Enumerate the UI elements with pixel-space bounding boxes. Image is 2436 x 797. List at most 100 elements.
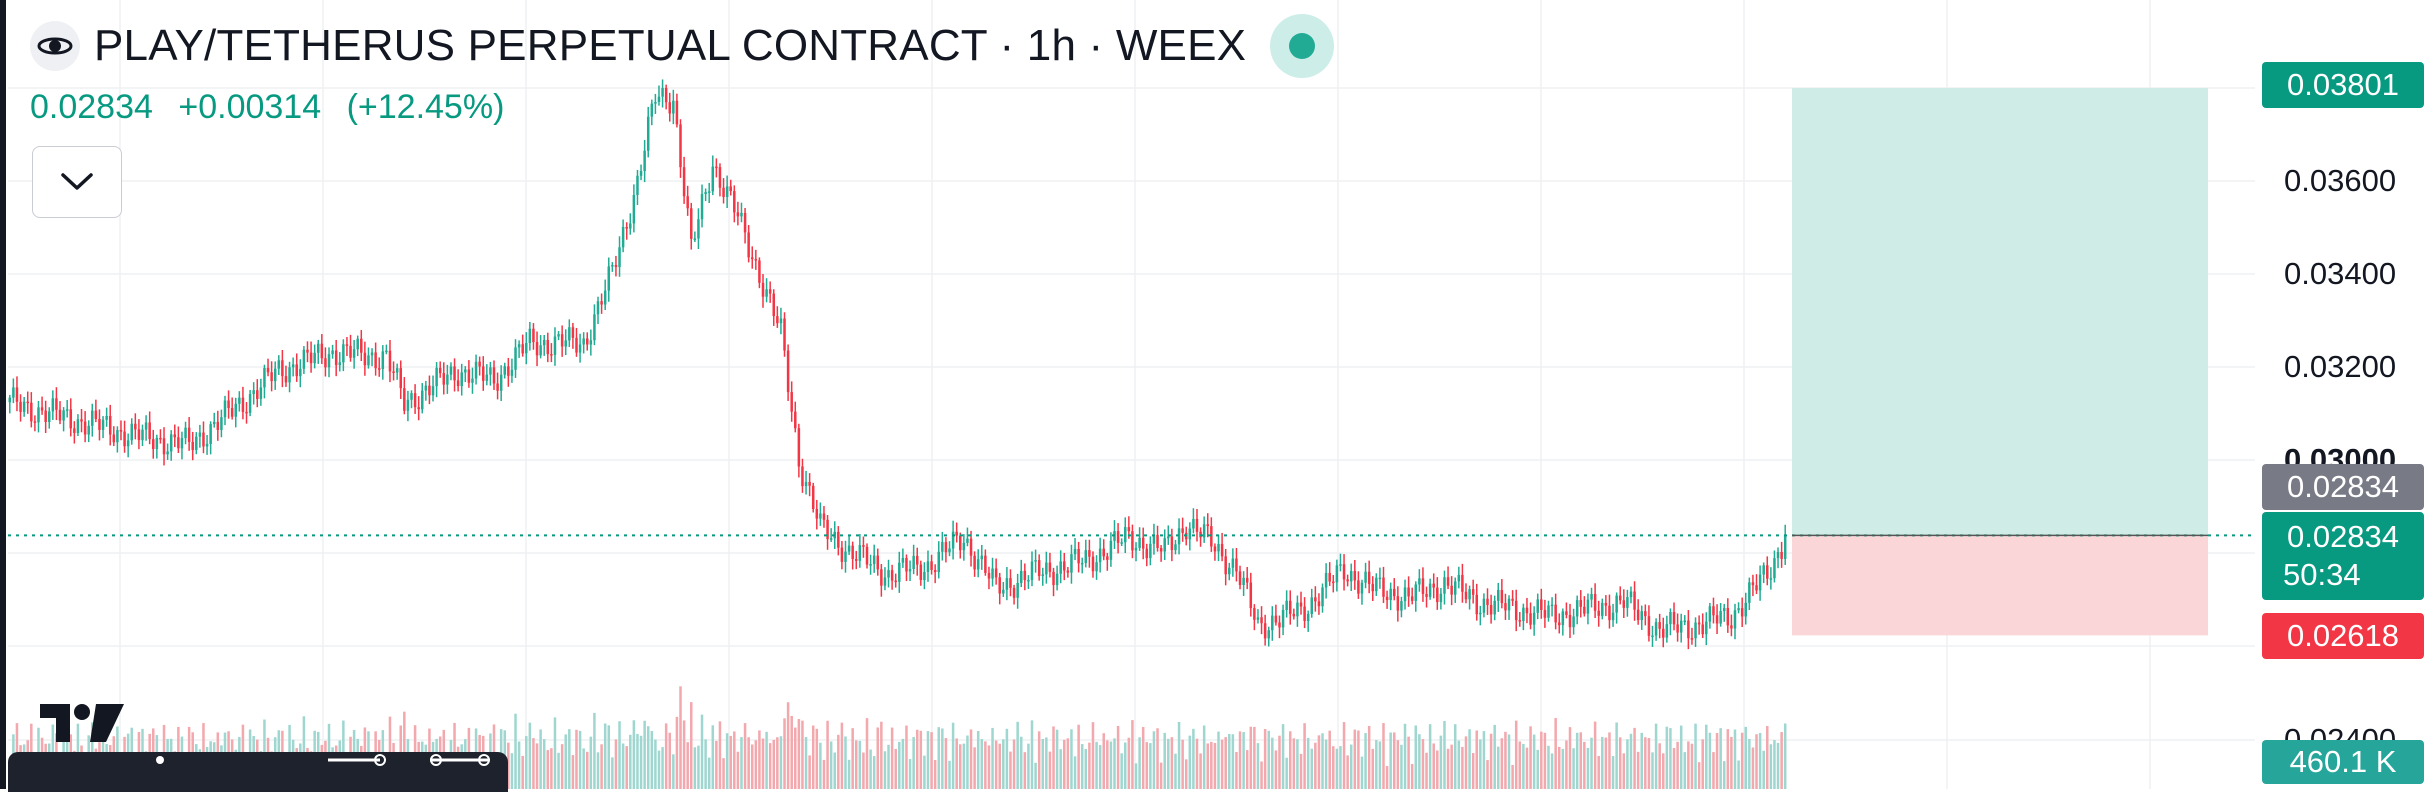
- volume-bar: [1073, 756, 1077, 789]
- volume-bar: [794, 727, 797, 789]
- volume-bar: [1066, 738, 1070, 789]
- volume-bar: [1016, 721, 1019, 789]
- candle-body: [1522, 607, 1525, 621]
- candle-body: [87, 425, 90, 435]
- volume-bar: [578, 730, 582, 789]
- candle-body: [485, 374, 489, 381]
- candle-body: [1615, 595, 1618, 613]
- candle-body: [1123, 527, 1127, 543]
- volume-bar: [1260, 761, 1263, 789]
- volume-bar: [553, 717, 557, 789]
- volume-bar: [1694, 723, 1697, 789]
- volume-bar: [715, 740, 718, 789]
- legend-toggle-button[interactable]: [32, 146, 122, 218]
- candle-body: [1766, 565, 1769, 579]
- candle-body: [532, 328, 535, 343]
- candle-body: [1719, 611, 1722, 624]
- volume-bar: [1561, 748, 1565, 789]
- candle-body: [1446, 577, 1450, 586]
- candle-body: [1170, 536, 1174, 551]
- candle-body: [682, 167, 686, 197]
- volume-bar: [915, 729, 919, 789]
- candle-body: [1102, 548, 1105, 557]
- candle-body: [374, 352, 377, 369]
- candle-body: [1410, 596, 1414, 601]
- volume-bar: [1572, 748, 1575, 789]
- volume-bar: [980, 739, 984, 789]
- target-price-label[interactable]: 0.03801: [2262, 62, 2424, 108]
- volume-bar: [1091, 722, 1095, 789]
- volume-bar: [1529, 726, 1532, 789]
- volume-bar: [657, 750, 661, 789]
- volume-bar: [535, 743, 539, 789]
- candle-body: [750, 257, 754, 260]
- window-edge: [0, 0, 6, 789]
- candle-body: [152, 439, 155, 450]
- volume-bar: [1159, 762, 1163, 789]
- volume-bar: [675, 716, 679, 789]
- candle-body: [790, 392, 793, 412]
- current-price-label[interactable]: 0.02834 50:34: [2262, 512, 2424, 600]
- candle-body: [1769, 578, 1773, 580]
- stop-zone[interactable]: [1792, 535, 2208, 636]
- candle-body: [1536, 599, 1539, 613]
- candle-body: [284, 376, 288, 383]
- candle-body: [1396, 596, 1400, 611]
- candle-body: [840, 547, 844, 562]
- candle-body: [1705, 621, 1708, 635]
- candle-body: [829, 538, 833, 540]
- market-status-icon[interactable]: [1270, 14, 1335, 78]
- volume-bar: [1357, 730, 1360, 789]
- volume-bar: [1532, 734, 1536, 789]
- candle-body: [399, 368, 402, 389]
- candle-body: [367, 355, 370, 366]
- candle-body: [291, 364, 295, 368]
- symbol-title[interactable]: PLAY/TETHERUS PERPETUAL CONTRACT · 1h · …: [94, 21, 1247, 70]
- volume-bar: [851, 728, 854, 789]
- volume-bar: [880, 721, 883, 789]
- candle-body: [1263, 623, 1267, 639]
- volume-bar: [1181, 739, 1184, 789]
- volume-bar: [1597, 755, 1600, 789]
- candle-body: [1737, 608, 1740, 611]
- volume-bar: [858, 740, 862, 789]
- candle-body: [1012, 587, 1016, 598]
- volume-bar: [1676, 741, 1679, 789]
- volume-bar: [1224, 737, 1227, 789]
- tradingview-logo-icon[interactable]: [38, 700, 126, 751]
- volume-bar: [1009, 751, 1012, 789]
- candle-body: [1662, 628, 1665, 638]
- volume-bar: [1622, 753, 1626, 789]
- volume-bar: [1647, 738, 1651, 789]
- candle-body: [510, 369, 514, 376]
- candle-body: [690, 208, 693, 239]
- stop-price-label[interactable]: 0.02618: [2262, 613, 2424, 659]
- candle-body: [1224, 556, 1227, 575]
- volume-bar: [1052, 726, 1055, 789]
- candle-body: [872, 555, 876, 565]
- candle-body: [1525, 607, 1529, 614]
- candle-body: [603, 290, 607, 305]
- candle-body: [736, 212, 740, 217]
- volume-bar: [801, 720, 804, 789]
- candle-body: [1095, 562, 1098, 572]
- volume-bar: [840, 722, 844, 789]
- candle-body: [1188, 528, 1192, 540]
- volume-bar: [1084, 749, 1088, 789]
- volume-bar: [1310, 748, 1314, 789]
- candle-body: [1748, 582, 1751, 603]
- bar-countdown: 50:34: [2283, 557, 2361, 592]
- candle-body: [643, 150, 646, 172]
- candle-body: [1425, 593, 1428, 597]
- target-zone[interactable]: [1792, 88, 2208, 536]
- volume-bar: [1482, 731, 1486, 789]
- candle-body: [460, 372, 463, 387]
- candle-body: [1672, 612, 1676, 625]
- candle-body: [1306, 613, 1310, 621]
- candle-body: [1371, 583, 1374, 592]
- candle-body: [446, 374, 449, 385]
- candle-body: [521, 344, 524, 354]
- volume-bar: [1109, 741, 1113, 789]
- bottom-toolbar[interactable]: [8, 752, 508, 792]
